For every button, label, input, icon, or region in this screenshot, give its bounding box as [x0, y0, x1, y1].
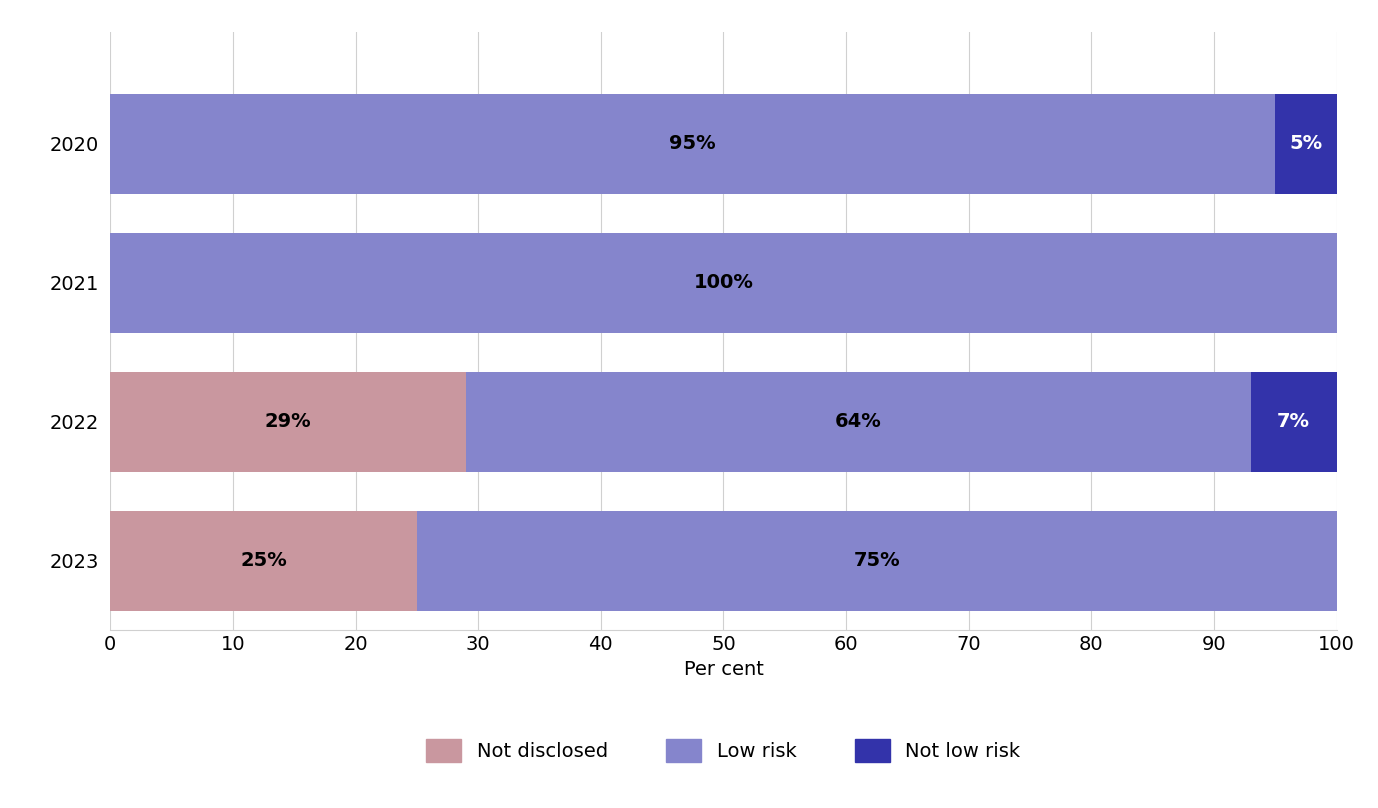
- X-axis label: Per cent: Per cent: [683, 659, 763, 679]
- Text: 29%: 29%: [265, 412, 311, 431]
- Text: 7%: 7%: [1277, 412, 1310, 431]
- Bar: [110, 511, 416, 611]
- Legend: Not disclosed, Low risk, Not low risk: Not disclosed, Low risk, Not low risk: [416, 730, 1031, 772]
- Text: 5%: 5%: [1290, 134, 1323, 153]
- Text: 75%: 75%: [853, 551, 900, 570]
- Bar: [1276, 94, 1337, 194]
- Bar: [110, 372, 466, 472]
- Text: 25%: 25%: [240, 551, 287, 570]
- Text: 95%: 95%: [670, 134, 717, 153]
- Bar: [110, 233, 1337, 333]
- Bar: [1251, 372, 1337, 472]
- Bar: [466, 372, 1251, 472]
- Text: 100%: 100%: [693, 273, 754, 292]
- Text: 64%: 64%: [835, 412, 882, 431]
- Bar: [110, 94, 1276, 194]
- Bar: [416, 511, 1337, 611]
